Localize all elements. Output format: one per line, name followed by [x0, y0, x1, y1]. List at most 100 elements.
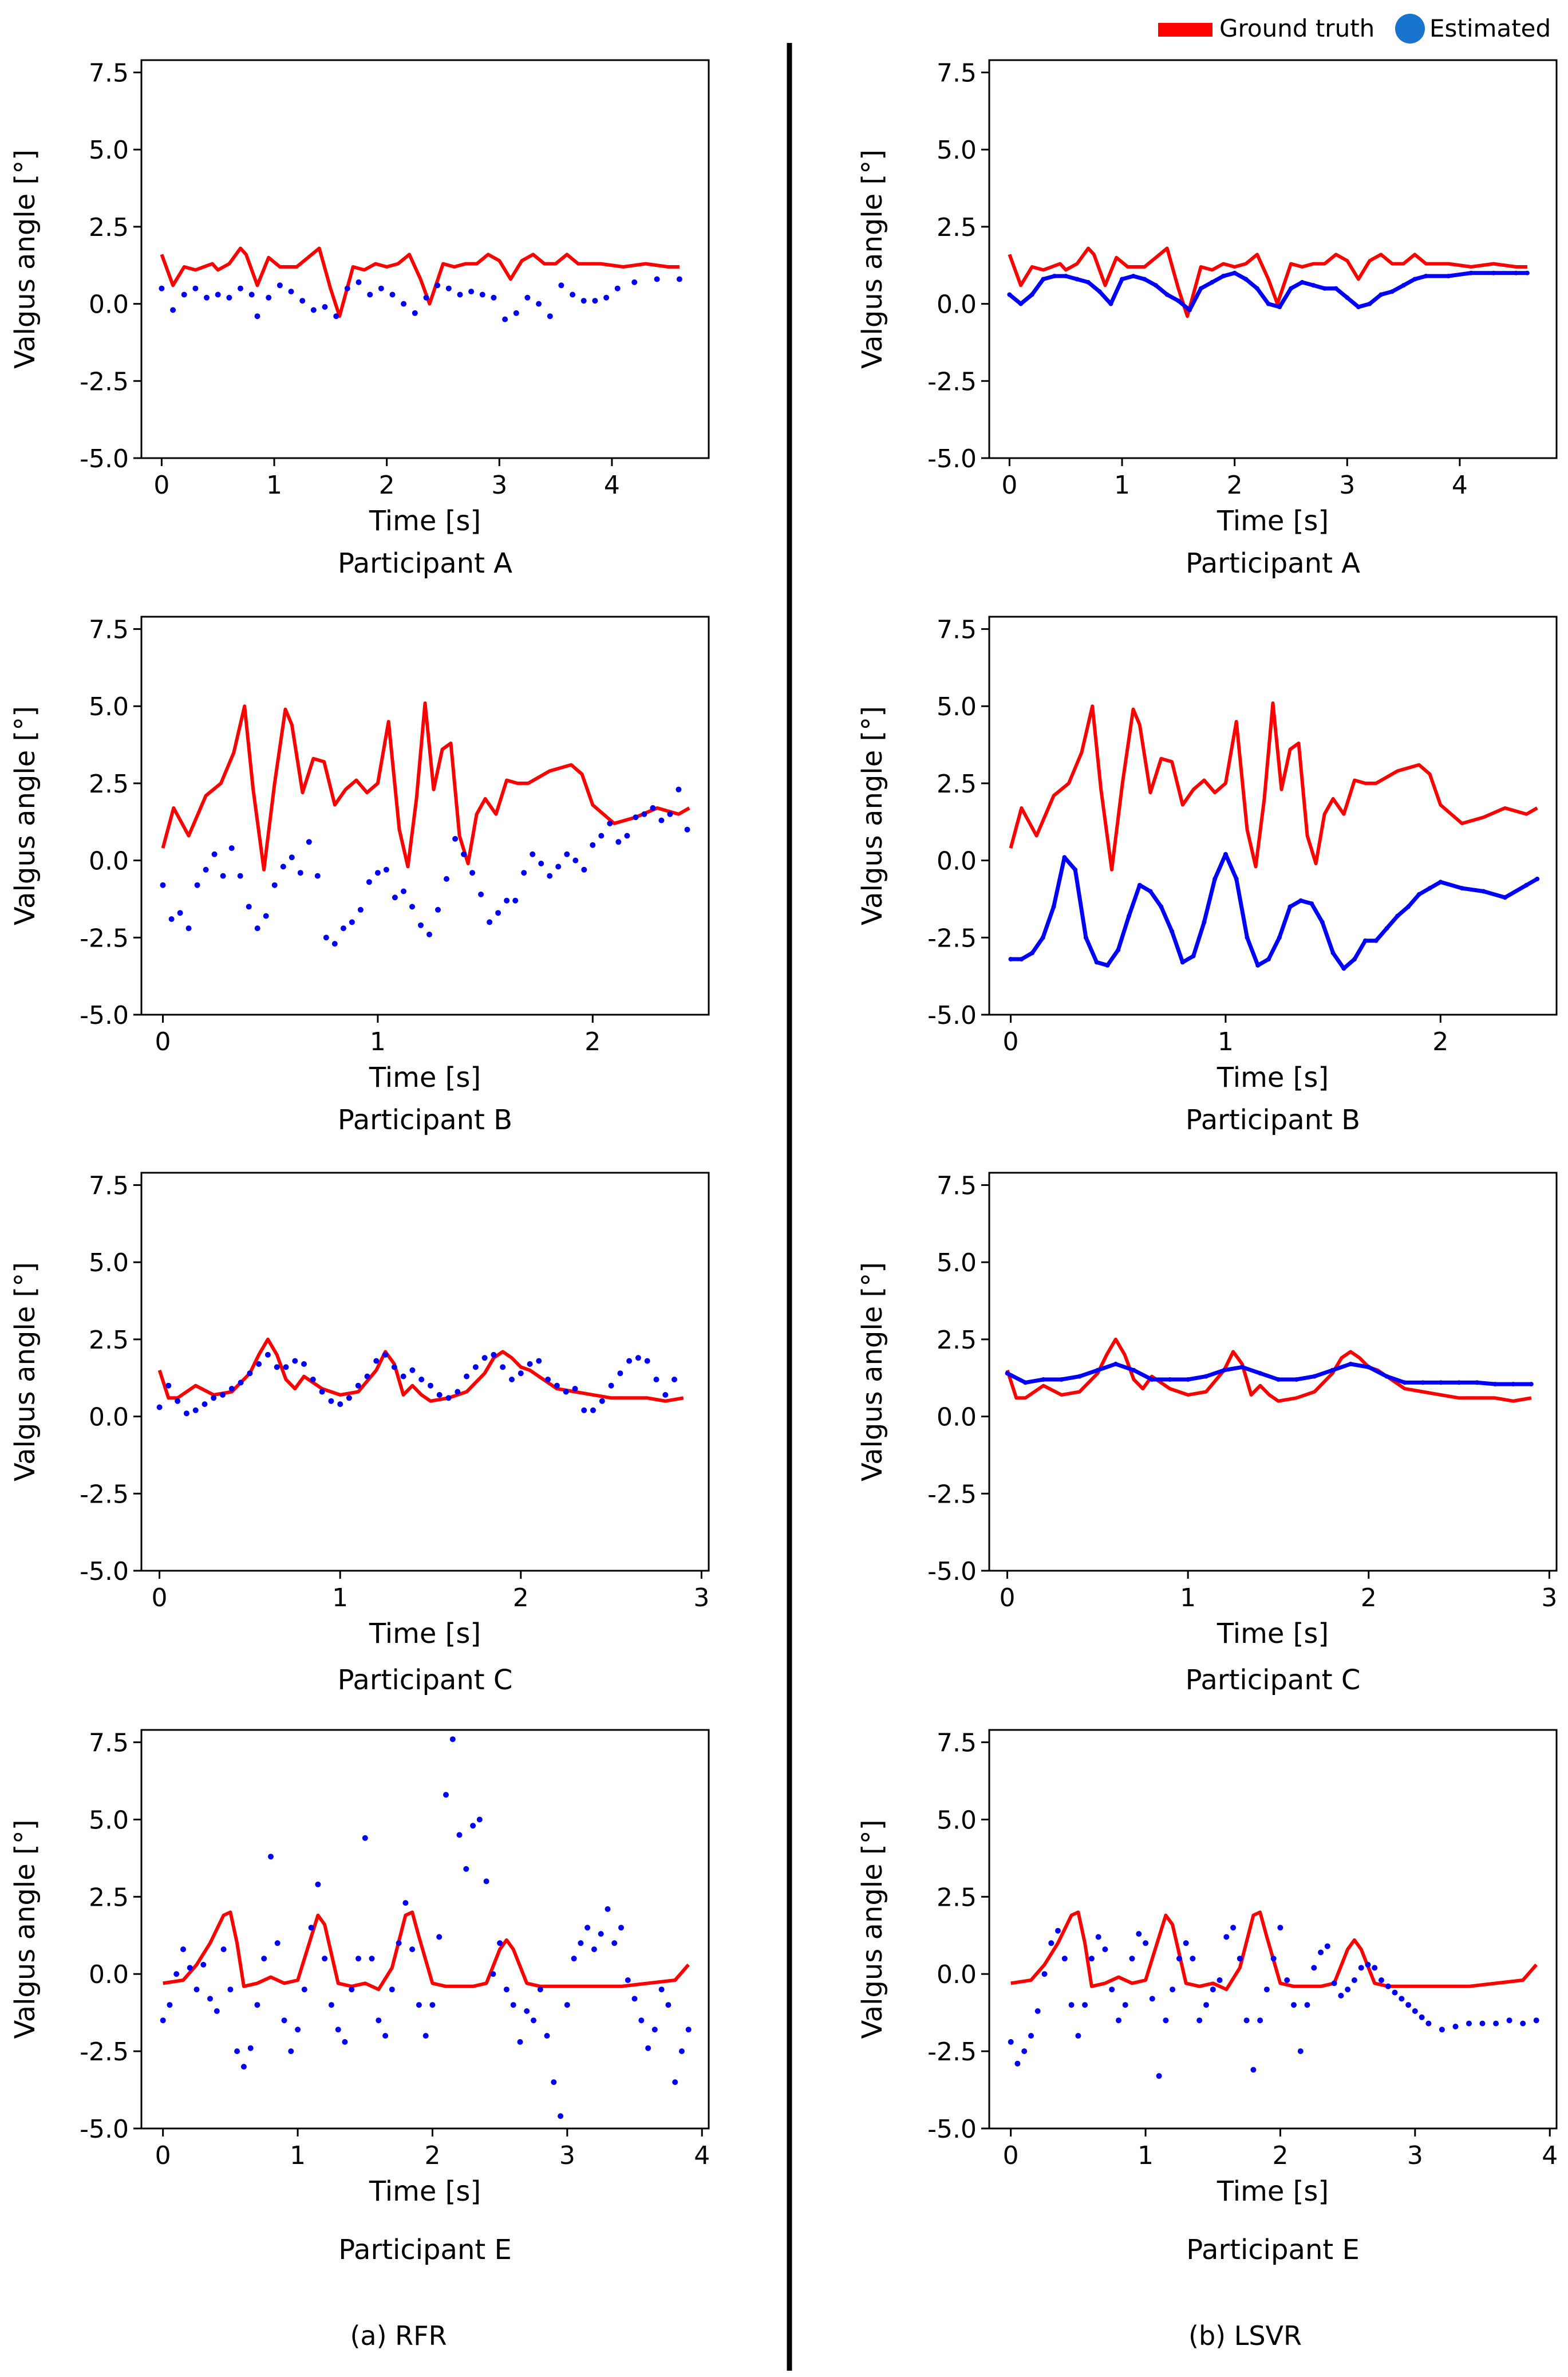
participant-label: Participant A	[1186, 547, 1360, 580]
estimated-series	[160, 1736, 692, 2119]
y-tick-label: 7.5	[937, 616, 977, 645]
estimated-point	[435, 906, 441, 913]
estimated-series	[159, 276, 682, 322]
estimated-point	[1014, 2060, 1021, 2067]
estimated-point	[633, 814, 639, 821]
x-axis-label: Time [s]	[1217, 1062, 1329, 1094]
estimated-point	[607, 821, 613, 826]
estimated-point	[538, 861, 544, 866]
estimated-point	[1309, 901, 1314, 906]
column-label-b: (b) LSVR	[1188, 2320, 1302, 2351]
estimated-point	[1156, 2073, 1162, 2079]
estimated-point	[367, 291, 373, 298]
estimated-point	[264, 1351, 271, 1358]
estimated-point	[1129, 1956, 1135, 1962]
estimated-point	[1041, 1971, 1048, 1977]
estimated-point	[254, 2002, 260, 2008]
estimated-point	[366, 879, 372, 885]
estimated-point	[1164, 292, 1170, 297]
estimated-point	[274, 1940, 281, 1946]
estimated-point	[185, 925, 192, 932]
estimated-point	[220, 873, 226, 879]
estimated-point	[1105, 963, 1110, 968]
estimated-point	[641, 811, 647, 817]
estimated-point	[391, 1364, 397, 1370]
estimated-point	[1366, 1365, 1371, 1370]
estimated-point	[1122, 2002, 1128, 2008]
y-tick-label: -2.5	[80, 924, 129, 953]
estimated-point	[192, 1407, 199, 1413]
estimated-point	[631, 279, 638, 285]
estimated-point	[1524, 270, 1530, 275]
estimated-point	[238, 285, 243, 291]
estimated-point	[263, 913, 269, 919]
estimated-point	[1237, 1956, 1243, 1962]
estimated-point	[1222, 1367, 1227, 1373]
estimated-point	[1048, 1940, 1054, 1946]
estimated-point	[1423, 274, 1428, 279]
chart-panel-3: -5.0 -2.5 0.0 2.5 5.0 7.5 0 1 2 Time [s] Valgus an…	[9, 616, 710, 1136]
estimated-point	[635, 1355, 641, 1361]
estimated-point	[328, 1398, 334, 1404]
estimated-point	[310, 1377, 316, 1382]
estimated-point	[247, 2045, 254, 2051]
estimated-point	[1203, 2002, 1209, 2008]
estimated-point	[1142, 277, 1147, 282]
estimated-point	[1202, 920, 1207, 925]
estimated-point	[160, 882, 166, 888]
estimated-point	[626, 1358, 633, 1364]
ground-truth-series	[161, 701, 690, 872]
estimated-point	[289, 854, 295, 861]
estimated-point	[418, 1377, 425, 1382]
estimated-point	[581, 1407, 587, 1413]
estimated-point	[237, 873, 243, 879]
estimated-point	[1255, 963, 1261, 968]
estimated-point	[181, 291, 187, 298]
plot-frame	[140, 1172, 710, 1572]
estimated-point	[356, 279, 362, 285]
estimated-point	[449, 1736, 456, 1743]
estimated-point	[558, 2113, 564, 2119]
estimated-point	[1083, 935, 1088, 940]
estimated-point	[1041, 277, 1046, 282]
estimated-series	[1005, 1362, 1534, 1387]
estimated-point	[509, 1377, 515, 1382]
y-tick-label: 7.5	[89, 616, 129, 645]
y-axis-label: Valgus angle [°]	[856, 1820, 888, 2039]
estimated-point	[248, 291, 255, 298]
estimated-point	[1245, 935, 1250, 940]
x-tick-label: 3	[693, 1583, 709, 1613]
estimated-point	[1243, 277, 1249, 282]
estimated-point	[1029, 292, 1034, 297]
estimated-point	[1481, 889, 1486, 894]
estimated-point	[1402, 1380, 1407, 1385]
estimated-point	[1088, 1956, 1095, 1962]
estimated-point	[1468, 270, 1474, 275]
estimated-point	[617, 1370, 623, 1377]
estimated-point	[469, 870, 476, 876]
legend-estimated-label: Estimated	[1429, 14, 1551, 42]
estimated-point	[1466, 2020, 1472, 2027]
estimated-point	[1239, 1365, 1245, 1370]
x-tick-label: 0	[1000, 1583, 1016, 1613]
estimated-point	[1439, 1380, 1443, 1385]
estimated-point	[445, 285, 452, 291]
estimated-point	[551, 2079, 557, 2086]
estimated-point	[1412, 2008, 1418, 2014]
estimated-point	[418, 922, 424, 928]
estimated-point	[495, 910, 501, 916]
estimated-point	[271, 882, 278, 888]
estimated-point	[672, 2079, 678, 2086]
estimated-point	[1266, 301, 1271, 306]
estimated-point	[581, 866, 587, 873]
estimated-point	[651, 2027, 658, 2033]
estimated-point	[1379, 292, 1384, 297]
estimated-point	[319, 1389, 325, 1395]
estimated-point	[301, 1986, 307, 1993]
estimated-point	[580, 298, 587, 304]
y-tick-label: 7.5	[937, 59, 977, 88]
y-tick-label: -2.5	[927, 367, 977, 396]
estimated-point	[401, 301, 407, 307]
estimated-point	[322, 304, 328, 310]
